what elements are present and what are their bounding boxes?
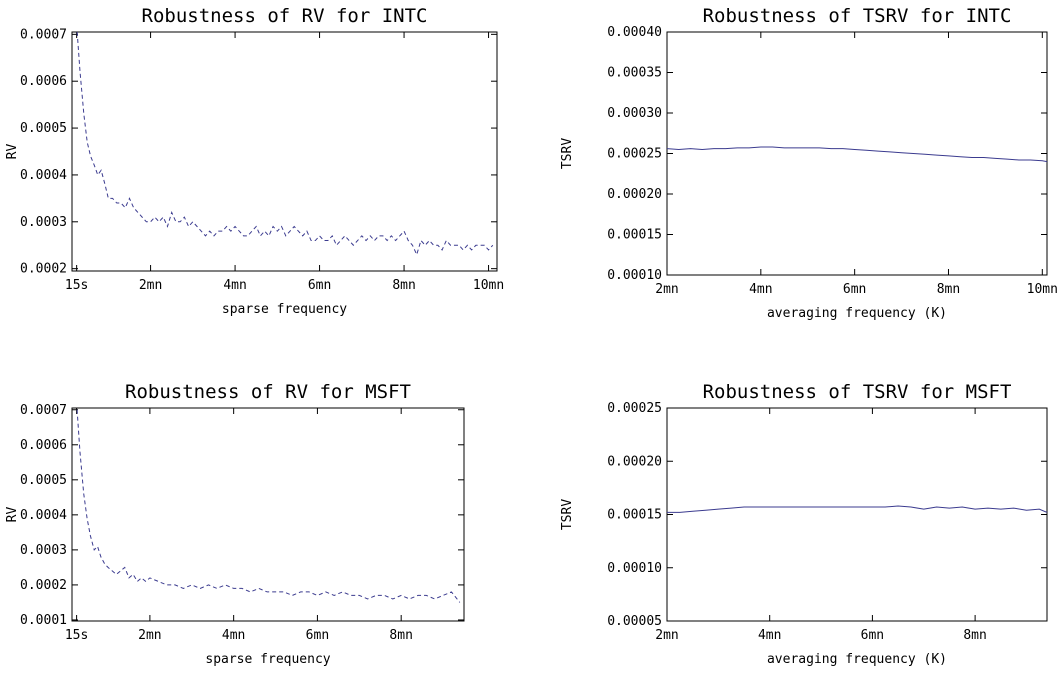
x-tick-label: 8mn	[963, 628, 986, 643]
y-tick-label: 0.00030	[607, 106, 662, 121]
x-tick-label: 4mn	[222, 628, 245, 643]
series-line-1	[667, 505, 1047, 513]
y-tick-label: 0.0001	[20, 613, 67, 628]
y-tick-label: 0.0007	[20, 403, 67, 418]
chart-title: Robustness of RV for MSFT	[125, 381, 411, 403]
y-tick-label: 0.0005	[20, 473, 67, 488]
chart-title: Robustness of RV for INTC	[142, 5, 428, 27]
y-tick-label: 0.00010	[607, 561, 662, 576]
y-tick-label: 0.00015	[607, 508, 662, 523]
x-tick-label: 15s	[65, 628, 88, 643]
y-tick-label: 0.0006	[20, 438, 67, 453]
x-axis-label: sparse frequency	[222, 302, 347, 317]
y-tick-label: 0.00025	[607, 401, 662, 416]
x-tick-label: 4mn	[758, 628, 781, 643]
x-tick-label: 15s	[65, 278, 88, 293]
x-tick-label: 10mn	[1027, 282, 1058, 297]
plot-frame	[666, 31, 1048, 276]
chart-title: Robustness of TSRV for MSFT	[703, 381, 1012, 403]
y-axis-label: RV	[5, 144, 20, 160]
x-tick-label: 6mn	[843, 282, 866, 297]
x-tick-label: 6mn	[306, 628, 329, 643]
y-tick-label: 0.0002	[20, 578, 67, 593]
plot-frame	[71, 407, 465, 622]
y-axis-label: RV	[5, 507, 20, 523]
y-tick-label: 0.0006	[20, 74, 67, 89]
chart-panel-2: Robustness of TSRV for INTC averaging fre…	[560, 5, 1058, 321]
y-tick-label: 0.00010	[607, 268, 662, 283]
y-tick-label: 0.00020	[607, 187, 662, 202]
x-tick-label: 2mn	[138, 628, 161, 643]
y-tick-label: 0.0003	[20, 215, 67, 230]
series-line-1	[76, 32, 494, 257]
y-tick-label: 0.00035	[607, 66, 662, 81]
y-tick-label: 0.00005	[607, 614, 662, 629]
x-tick-label: 2mn	[655, 282, 678, 297]
chart-panel-1: Robustness of RV for INTC sparse frequenc…	[5, 5, 504, 317]
series-line-1	[667, 146, 1047, 163]
x-tick-label: 4mn	[223, 278, 246, 293]
y-tick-label: 0.0002	[20, 262, 67, 277]
x-tick-label: 6mn	[308, 278, 331, 293]
chart-panel-3: Robustness of RV for MSFT sparse frequenc…	[5, 381, 465, 667]
y-tick-label: 0.0004	[20, 168, 67, 183]
x-axis-label: sparse frequency	[205, 652, 330, 667]
x-tick-label: 8mn	[392, 278, 415, 293]
x-tick-label: 6mn	[861, 628, 884, 643]
x-tick-label: 10mn	[473, 278, 504, 293]
y-axis-label: TSRV	[560, 499, 575, 530]
y-tick-label: 0.0004	[20, 508, 67, 523]
y-tick-label: 0.0003	[20, 543, 67, 558]
x-tick-label: 2mn	[655, 628, 678, 643]
plot-frame	[71, 31, 498, 272]
x-tick-label: 4mn	[749, 282, 772, 297]
y-tick-label: 0.00015	[607, 228, 662, 243]
x-tick-label: 8mn	[389, 628, 412, 643]
y-tick-label: 0.00025	[607, 147, 662, 162]
x-tick-label: 2mn	[139, 278, 162, 293]
x-axis-label: averaging frequency (K)	[767, 652, 947, 667]
chart-title: Robustness of TSRV for INTC	[703, 5, 1012, 27]
series-line-1	[76, 408, 461, 603]
x-tick-label: 8mn	[937, 282, 960, 297]
plot-frame	[666, 407, 1048, 622]
y-axis-label: TSRV	[560, 138, 575, 169]
chart-panel-4: Robustness of TSRV for MSFT averaging fre…	[560, 381, 1048, 667]
y-tick-label: 0.00040	[607, 25, 662, 40]
x-axis-label: averaging frequency (K)	[767, 306, 947, 321]
y-tick-label: 0.0005	[20, 121, 67, 136]
y-tick-label: 0.00020	[607, 454, 662, 469]
y-tick-label: 0.0007	[20, 27, 67, 42]
